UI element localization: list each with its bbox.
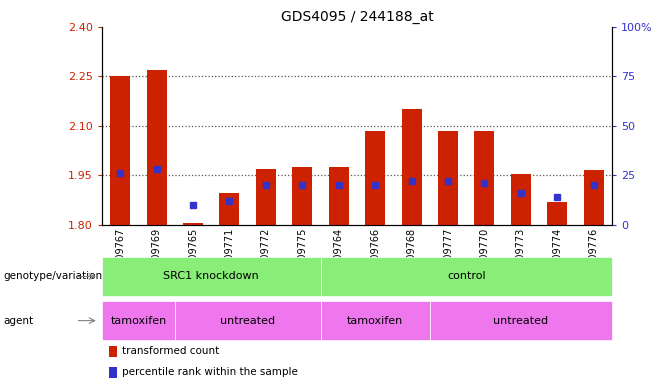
Text: untreated: untreated: [220, 316, 275, 326]
Text: untreated: untreated: [494, 316, 548, 326]
Bar: [365, 131, 385, 225]
Text: transformed count: transformed count: [122, 346, 220, 356]
Text: percentile rank within the sample: percentile rank within the sample: [122, 367, 298, 377]
Title: GDS4095 / 244188_at: GDS4095 / 244188_at: [280, 10, 434, 25]
Bar: [584, 170, 604, 225]
Bar: [256, 169, 276, 225]
Bar: [474, 131, 494, 225]
Bar: [401, 109, 422, 225]
Bar: [110, 76, 130, 225]
Bar: [183, 223, 203, 225]
Bar: [511, 174, 531, 225]
Text: SRC1 knockdown: SRC1 knockdown: [163, 271, 259, 281]
Text: agent: agent: [3, 316, 34, 326]
Text: tamoxifen: tamoxifen: [111, 316, 166, 326]
Bar: [292, 167, 313, 225]
Bar: [147, 70, 166, 225]
Bar: [438, 131, 458, 225]
Text: control: control: [447, 271, 486, 281]
Text: genotype/variation: genotype/variation: [3, 271, 103, 281]
Bar: [329, 167, 349, 225]
Text: tamoxifen: tamoxifen: [347, 316, 403, 326]
Bar: [220, 193, 240, 225]
Bar: [547, 202, 567, 225]
